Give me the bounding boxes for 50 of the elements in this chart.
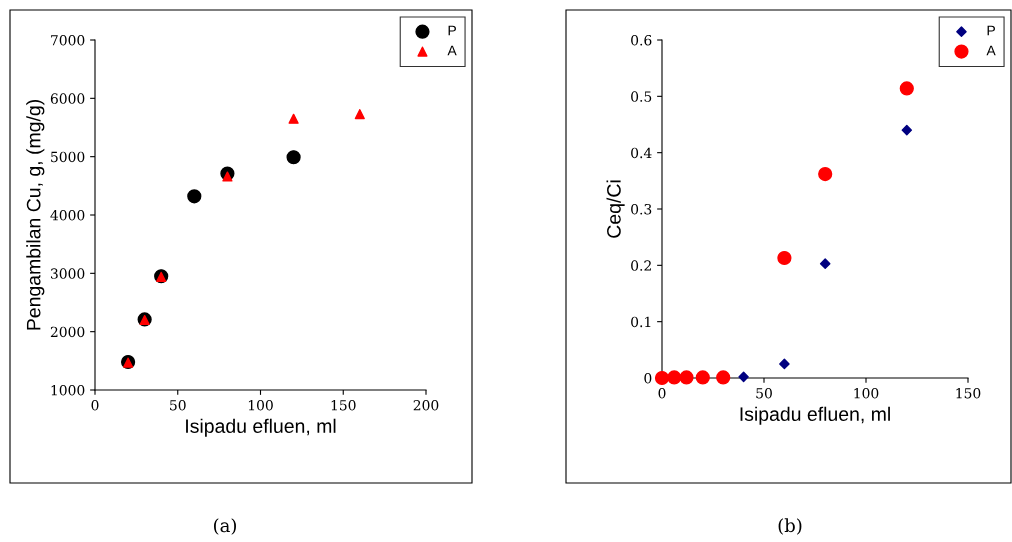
y-tick-label: 2000 [50, 326, 85, 338]
x-tick-label: 0 [658, 387, 666, 399]
point [779, 358, 790, 370]
y-tick-label: 5000 [51, 151, 85, 163]
point [654, 370, 670, 386]
point [818, 166, 833, 182]
y-tick-label: 0.3 [631, 203, 652, 215]
x-axis-title: Isipadu efluen, ml [740, 406, 890, 425]
point [819, 258, 831, 269]
x-tick-label: 50 [170, 399, 186, 411]
y-tick-label: 1000 [51, 384, 85, 396]
x-axis-title: Isipadu efluen, ml [186, 418, 336, 437]
legend-label: A [447, 45, 457, 56]
x-tick-label: 0 [91, 399, 99, 411]
point [716, 370, 731, 385]
y-tick-label: 0.1 [631, 316, 651, 328]
point [667, 370, 682, 385]
point [286, 150, 301, 165]
point [354, 108, 365, 120]
legend-label: P [987, 25, 995, 36]
y-tick-label: 0.4 [631, 147, 652, 159]
x-tick-label: 50 [756, 387, 772, 399]
point [288, 113, 299, 124]
point [695, 370, 710, 385]
point [777, 250, 792, 266]
y-axis-title: Pengambilan Cu, g, (mg/g) [26, 100, 45, 330]
y-tick-label: 0 [644, 372, 652, 384]
y-axis-title: Ceq/Ci [606, 180, 625, 238]
point [901, 124, 913, 136]
x-tick-label: 150 [331, 399, 356, 411]
x-tick-label: 150 [956, 387, 981, 399]
point [187, 189, 202, 204]
y-tick-label: 6000 [50, 93, 85, 104]
y-tick-label: 4000 [50, 209, 85, 221]
x-tick-label: 100 [854, 387, 879, 399]
text: (a) [214, 518, 236, 535]
x-tick-label: 200 [413, 399, 439, 411]
point [679, 370, 694, 385]
legend-label: A [986, 45, 996, 56]
y-tick-label: 0.2 [631, 260, 651, 271]
x-tick-label: 100 [248, 399, 273, 411]
y-tick-label: 7000 [51, 34, 85, 46]
legend-label: P [448, 25, 456, 36]
y-tick-label: 3000 [50, 268, 85, 279]
point [738, 371, 749, 383]
y-tick-label: 0.5 [631, 91, 652, 102]
point [899, 81, 914, 96]
y-tick-label: 0.6 [631, 34, 652, 46]
text: (b) [778, 518, 802, 535]
point [222, 171, 233, 182]
